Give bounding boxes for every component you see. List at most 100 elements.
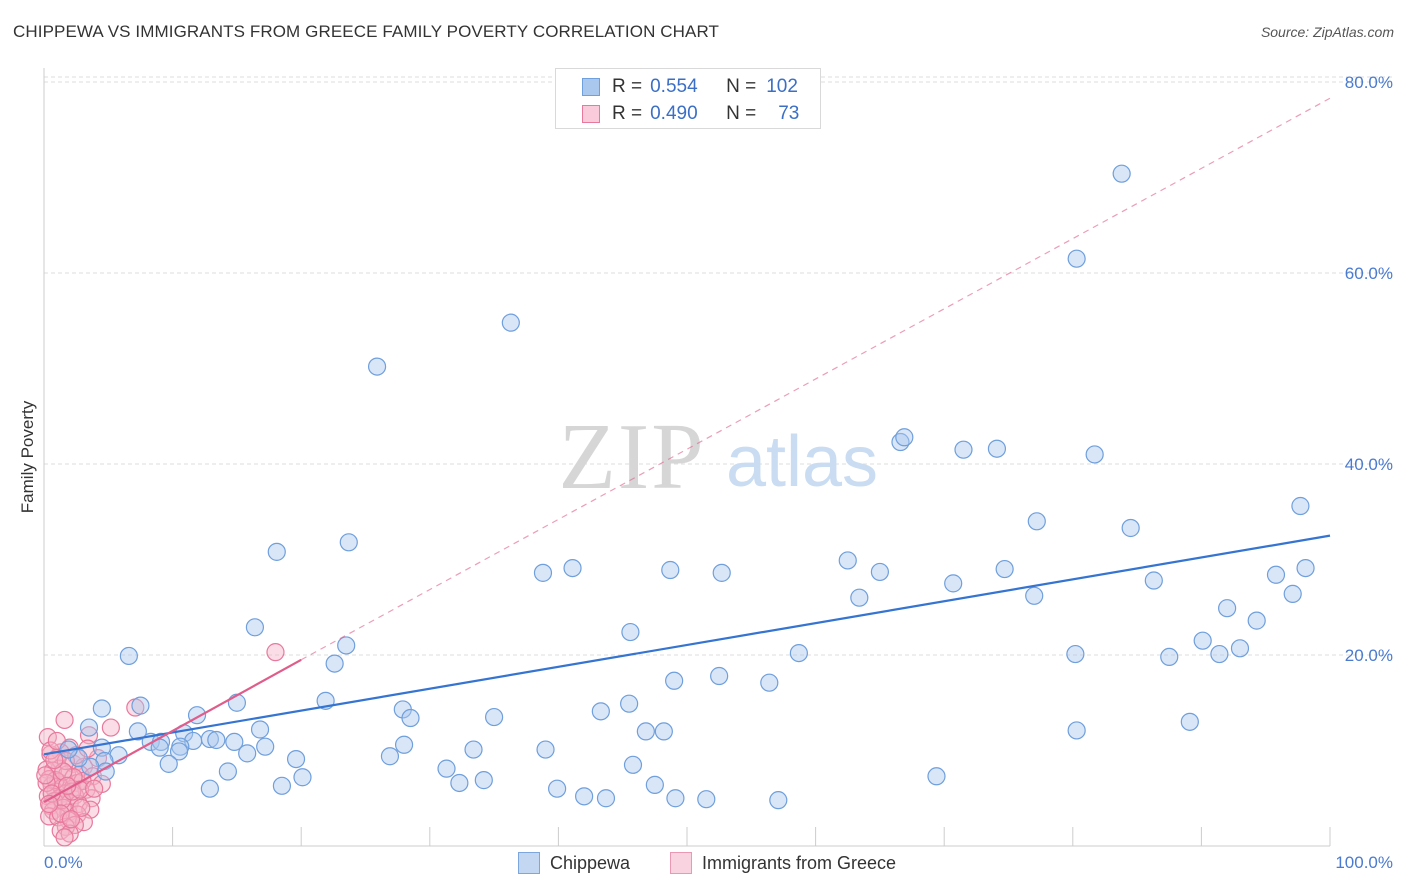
series-legend: Chippewa Immigrants from Greece [0,852,1406,876]
chippewa-point [927,767,946,786]
chippewa-point [1230,639,1250,658]
chippewa-point [464,740,483,759]
chippewa-point [286,749,306,769]
chippewa-point [1266,565,1286,584]
legend-label-chippewa: Chippewa [550,852,631,873]
watermark: ZIP atlas [559,405,879,509]
chippewa-point [1112,164,1131,183]
chippewa-point [485,707,504,727]
greece-point [101,718,120,737]
y-tick-labels: 20.0% 40.0% 60.0% 80.0% [1345,73,1393,665]
chippewa-point [536,740,555,759]
greece-point [72,798,91,817]
chippewa-point [870,562,890,582]
watermark-zip: ZIP [559,405,706,509]
chippewa-point [1180,712,1199,731]
legend-label-greece: Immigrants from Greece [702,852,897,873]
y-tick-label: 60.0% [1345,264,1393,283]
chippewa-point [1067,721,1086,740]
chippewa-point [238,744,257,763]
chippewa-point [838,551,857,570]
chippewa-point [1025,586,1044,605]
greece-point [55,710,74,730]
chippewa-point [596,789,616,808]
chippewa-point [245,618,265,637]
chippewa-point [548,779,567,798]
greece-point [36,766,55,785]
chippewa-point [563,558,582,578]
legend-item-greece[interactable]: Immigrants from Greece [670,852,896,874]
greece-swatch [582,105,600,123]
y-axis-label: Family Poverty [18,400,37,513]
chart-title: CHIPPEWA VS IMMIGRANTS FROM GREECE FAMIL… [13,22,720,41]
chippewa-point [995,559,1014,579]
n-label: N = [726,103,757,124]
chippewa-point [380,747,400,766]
chippewa-swatch [582,78,600,96]
chippewa-point [159,754,178,773]
greece-point [37,773,56,793]
chippewa-point [250,720,270,739]
chippewa-point [367,357,387,376]
trend-lines [43,97,1331,804]
chippewa-point [666,789,685,808]
chippewa-point [621,622,640,642]
chippewa-point [710,666,729,686]
chippewa-point [954,440,973,459]
r-label: R = [612,76,643,97]
chippewa-point [1067,249,1086,268]
chippewa-point [760,673,779,692]
chippewa-point [1247,611,1266,630]
chippewa-point [272,776,292,795]
greece-point [55,828,74,847]
chippewa-point [293,768,312,787]
y-tick-label: 20.0% [1345,646,1393,665]
greece-point [58,776,77,795]
legend-row-greece: R = 0.490 N = 73 [582,102,799,126]
chippewa-point [1121,518,1140,538]
chippewa-point [1027,512,1046,531]
greece-point [61,810,81,829]
chippewa-point [623,755,643,774]
chippewa-point [944,574,963,593]
chippewa-point [131,696,150,715]
chippewa-point [987,439,1007,458]
chippewa-point [1085,445,1104,464]
chippewa-point [1193,631,1212,650]
chippewa-swatch [518,852,540,874]
chippewa-point [79,718,99,737]
legend-item-chippewa[interactable]: Chippewa [518,852,630,874]
chippewa-point [169,742,189,761]
chippewa-point [712,563,731,582]
chippewa-point [450,773,469,793]
chippewa-point [401,708,420,728]
chippewa-point [1218,599,1237,618]
chippewa-point [207,730,226,750]
chippewa-point [1210,644,1229,664]
chippewa-point [119,646,138,666]
x-tick-label-min: 0.0% [44,853,83,872]
n-value: 102 [766,76,798,97]
source-label: Source: ZipAtlas.com [1260,24,1394,40]
chippewa-point [1160,647,1179,667]
r-label: R = [612,103,643,124]
chippewa-point [394,735,414,754]
greece-point [266,643,285,662]
chippewa-point [575,787,594,806]
greece-point [77,780,96,799]
correlation-legend: R = 0.554 N = 102 R = 0.490 N = 73 [555,68,821,129]
chippewa-point [645,775,664,794]
chippewa-point [225,732,244,752]
greece-trend-extension [300,97,1331,661]
chippewa-point [1291,496,1310,516]
watermark-atlas: atlas [726,422,878,502]
chippewa-point [654,722,673,741]
chippewa-point [789,643,808,663]
chippewa-point [339,533,358,552]
chippewa-point [620,694,639,713]
chippewa-point [1066,644,1085,664]
chippewa-point [533,563,553,582]
y-tick-label: 40.0% [1345,455,1393,474]
chippewa-point [128,722,147,741]
